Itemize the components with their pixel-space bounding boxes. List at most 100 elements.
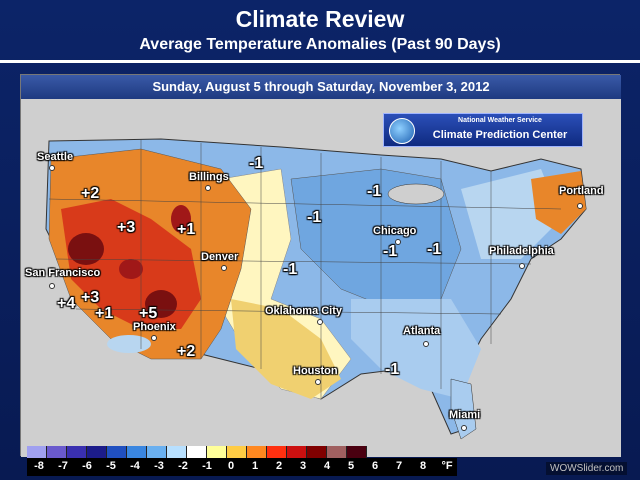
anomaly-label: -1 — [283, 261, 298, 278]
anomaly-label: +2 — [177, 343, 196, 360]
city-marker-oklahoma-city — [317, 319, 323, 325]
legend-swatch — [147, 446, 167, 458]
city-label-houston: Houston — [293, 365, 338, 377]
legend-tick-label: -7 — [58, 460, 68, 472]
legend-tick-label: -5 — [106, 460, 116, 472]
florida — [450, 378, 477, 440]
legend-swatch — [347, 446, 367, 458]
anomaly-label: +3 — [117, 219, 136, 236]
anomaly-label: +4 — [57, 295, 76, 312]
city-marker-billings — [205, 185, 211, 191]
legend-tick-label: 1 — [251, 460, 259, 472]
city-marker-philadelphia — [519, 263, 525, 269]
anomaly-label: +1 — [177, 221, 196, 238]
legend-swatch — [67, 446, 87, 458]
hot-spot-southwest — [145, 290, 177, 318]
page-subtitle: Average Temperature Anomalies (Past 90 D… — [139, 36, 501, 53]
anomaly-label: -1 — [383, 243, 398, 260]
city-marker-atlanta — [423, 341, 429, 347]
hot-spot-west — [68, 233, 104, 265]
legend-swatch — [307, 446, 327, 458]
legend-swatch — [127, 446, 147, 458]
legend-swatch — [287, 446, 307, 458]
legend-swatch — [227, 446, 247, 458]
legend-swatch — [27, 446, 47, 458]
legend-tick-label: -8 — [34, 460, 44, 472]
legend-swatch — [167, 446, 187, 458]
city-marker-houston — [315, 379, 321, 385]
legend-tick-label: 5 — [347, 460, 355, 472]
anomaly-label: +3 — [81, 289, 100, 306]
legend-tick-label: -2 — [178, 460, 188, 472]
city-label-chicago: Chicago — [373, 225, 417, 237]
city-label-billings: Billings — [189, 171, 229, 183]
city-marker-miami — [461, 425, 467, 431]
header-divider — [0, 60, 640, 63]
city-marker-seattle — [49, 165, 55, 171]
legend-tick-label: 0 — [227, 460, 235, 472]
city-marker-denver — [221, 265, 227, 271]
hot-spot-nevada — [119, 259, 143, 279]
date-range-bar: Sunday, August 5 through Saturday, Novem… — [21, 75, 621, 99]
anomaly-label: +2 — [81, 185, 100, 202]
anomaly-label: -1 — [385, 361, 400, 378]
city-label-oklahoma-city: Oklahoma City — [265, 305, 343, 317]
legend-swatch — [247, 446, 267, 458]
anomaly-map: National Weather Service Climate Predict… — [21, 99, 621, 457]
cool-southeast-region — [351, 299, 481, 399]
legend-tick-label: 6 — [371, 460, 379, 472]
city-label-philadelphia: Philadelphia — [489, 245, 554, 257]
city-label-miami: Miami — [449, 409, 481, 421]
agency-label: National Weather Service — [458, 117, 542, 124]
noaa-logo-icon — [389, 118, 415, 144]
color-legend: °F -8 -7 -6 -5 -4 -3 -2 -1 0 1 2 3 4 5 6 7 8 — [27, 446, 457, 476]
legend-swatches — [27, 446, 367, 458]
page-title: Climate Review — [235, 6, 405, 32]
warm-light-region — [231, 299, 341, 399]
warm-northeast-region — [531, 171, 586, 234]
anomaly-label: +5 — [139, 305, 158, 322]
city-marker-portland — [577, 203, 583, 209]
city-marker-san-francisco — [49, 283, 55, 289]
legend-tick-label: -3 — [154, 460, 164, 472]
cool-pocket-sw — [107, 335, 151, 353]
legend-swatch — [207, 446, 227, 458]
anomaly-label: -1 — [367, 183, 382, 200]
cpc-badge: National Weather Service Climate Predict… — [383, 113, 583, 147]
legend-tick-label: -1 — [202, 460, 212, 472]
legend-tick-label: 8 — [419, 460, 427, 472]
anomaly-label: -1 — [249, 155, 264, 172]
city-label-portland: Portland — [559, 185, 604, 197]
legend-tick-label: -6 — [82, 460, 92, 472]
legend-tick-label: 3 — [299, 460, 307, 472]
watermark: WOWSlider.com — [546, 462, 628, 475]
great-lakes — [387, 183, 445, 205]
city-label-denver: Denver — [201, 251, 239, 263]
map-panel: Sunday, August 5 through Saturday, Novem… — [20, 74, 621, 457]
legend-swatch — [87, 446, 107, 458]
legend-swatch — [267, 446, 287, 458]
legend-tick-label: 2 — [275, 460, 283, 472]
legend-tick-label: 7 — [395, 460, 403, 472]
city-label-san-francisco: San Francisco — [25, 267, 101, 279]
city-label-atlanta: Atlanta — [403, 325, 441, 337]
center-label: Climate Prediction Center — [432, 129, 568, 141]
anomaly-label: +1 — [95, 305, 114, 322]
legend-swatch — [187, 446, 207, 458]
legend-tick-label: 4 — [323, 460, 331, 472]
city-marker-chicago — [395, 239, 401, 245]
city-label-phoenix: Phoenix — [133, 321, 176, 333]
hot-spot-idaho — [171, 205, 191, 233]
city-label-seattle: Seattle — [37, 151, 74, 163]
city-marker-phoenix — [151, 335, 157, 341]
anomaly-label: -1 — [427, 241, 442, 258]
legend-swatch — [47, 446, 67, 458]
legend-swatch — [327, 446, 347, 458]
legend-unit: °F — [441, 460, 453, 472]
anomaly-label: -1 — [307, 209, 322, 226]
legend-swatch — [107, 446, 127, 458]
state-lines — [48, 139, 562, 399]
legend-tick-label: -4 — [130, 460, 140, 472]
us-map-svg — [21, 99, 621, 457]
legend-labels: °F -8 -7 -6 -5 -4 -3 -2 -1 0 1 2 3 4 5 6 7 8 — [27, 458, 457, 476]
